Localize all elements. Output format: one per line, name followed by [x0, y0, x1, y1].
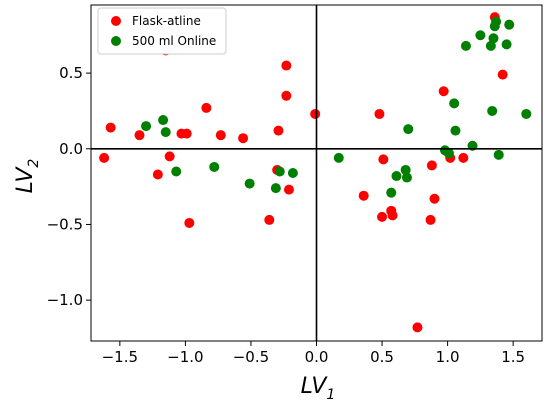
point-flask-atline: [438, 86, 449, 97]
point-flask-atline: [378, 154, 389, 165]
y-tick-label: 0.5: [59, 64, 83, 82]
point-500-ml-online: [485, 40, 496, 51]
points-layer: [99, 12, 532, 333]
point-flask-atline: [152, 169, 163, 180]
point-flask-atline: [425, 214, 436, 225]
point-flask-atline: [458, 152, 469, 163]
point-flask-atline: [184, 217, 195, 228]
point-500-ml-online: [493, 149, 504, 160]
legend-label-500ml-online: 500 ml Online: [132, 34, 216, 48]
point-500-ml-online: [391, 171, 402, 182]
point-500-ml-online: [460, 40, 471, 51]
point-500-ml-online: [287, 168, 298, 178]
point-500-ml-online: [171, 166, 182, 177]
legend-marker-flask-atline: [111, 16, 121, 26]
point-flask-atline: [105, 122, 116, 133]
point-500-ml-online: [400, 164, 411, 175]
zero-lines: [91, 5, 542, 341]
point-500-ml-online: [270, 183, 281, 194]
point-flask-atline: [215, 130, 226, 141]
point-flask-atline: [374, 108, 385, 119]
point-500-ml-online: [475, 30, 486, 41]
point-500-ml-online: [488, 33, 499, 44]
point-flask-atline: [134, 130, 145, 141]
point-500-ml-online: [158, 115, 169, 126]
x-tick-label: 1.5: [501, 348, 525, 366]
point-500-ml-online: [386, 187, 397, 198]
point-flask-atline: [310, 108, 321, 119]
point-flask-atline: [264, 214, 275, 225]
point-500-ml-online: [274, 166, 285, 177]
point-500-ml-online: [333, 152, 344, 163]
legend-box: [97, 7, 227, 55]
x-tick-label: 1.0: [436, 348, 460, 366]
point-flask-atline: [377, 211, 388, 222]
point-500-ml-online: [244, 178, 255, 189]
point-flask-atline: [281, 90, 292, 101]
y-tick-label: 0.0: [59, 140, 83, 158]
point-flask-atline: [201, 102, 212, 113]
y-tick-label: −0.5: [47, 215, 83, 233]
point-flask-atline: [164, 151, 175, 162]
point-500-ml-online: [450, 125, 461, 136]
legend: Flask-atline 500 ml Online: [97, 7, 227, 55]
point-flask-atline: [387, 210, 398, 221]
point-500-ml-online: [160, 127, 171, 138]
x-tick-label: −1.0: [167, 348, 203, 366]
point-500-ml-online: [209, 161, 220, 172]
point-flask-atline: [426, 160, 437, 171]
point-flask-atline: [412, 322, 423, 333]
point-500-ml-online: [501, 39, 512, 50]
x-tick-label: 0.0: [305, 348, 329, 366]
point-500-ml-online: [443, 148, 454, 159]
point-flask-atline: [99, 152, 110, 163]
point-flask-atline: [181, 128, 192, 139]
point-500-ml-online: [449, 98, 460, 109]
point-500-ml-online: [487, 105, 498, 116]
x-axis-label: LV1: [301, 374, 336, 403]
point-flask-atline: [273, 125, 284, 136]
legend-marker-500ml-online: [111, 36, 121, 46]
ticks-layer: −1.5 −1.0 −0.5 0.0 0.5 1.0 1.5 −1.0 −0.5 0.0 0.5: [47, 64, 526, 366]
x-tick-label: 0.5: [370, 348, 394, 366]
y-tick-label: −1.0: [47, 291, 83, 309]
point-500-ml-online: [521, 108, 532, 119]
point-flask-atline: [497, 69, 508, 80]
point-500-ml-online: [504, 19, 515, 30]
point-500-ml-online: [403, 124, 414, 135]
point-500-ml-online: [401, 172, 412, 183]
point-flask-atline: [281, 60, 292, 71]
x-tick-label: −0.5: [233, 348, 269, 366]
x-tick-label: −1.5: [102, 348, 138, 366]
y-axis-label: LV2: [13, 159, 42, 194]
point-flask-atline: [283, 184, 294, 195]
point-500-ml-online: [491, 16, 502, 27]
point-flask-atline: [358, 190, 369, 201]
legend-label-flask-atline: Flask-atline: [132, 14, 201, 28]
point-flask-atline: [429, 193, 440, 204]
point-500-ml-online: [141, 121, 152, 132]
point-flask-atline: [238, 133, 249, 144]
